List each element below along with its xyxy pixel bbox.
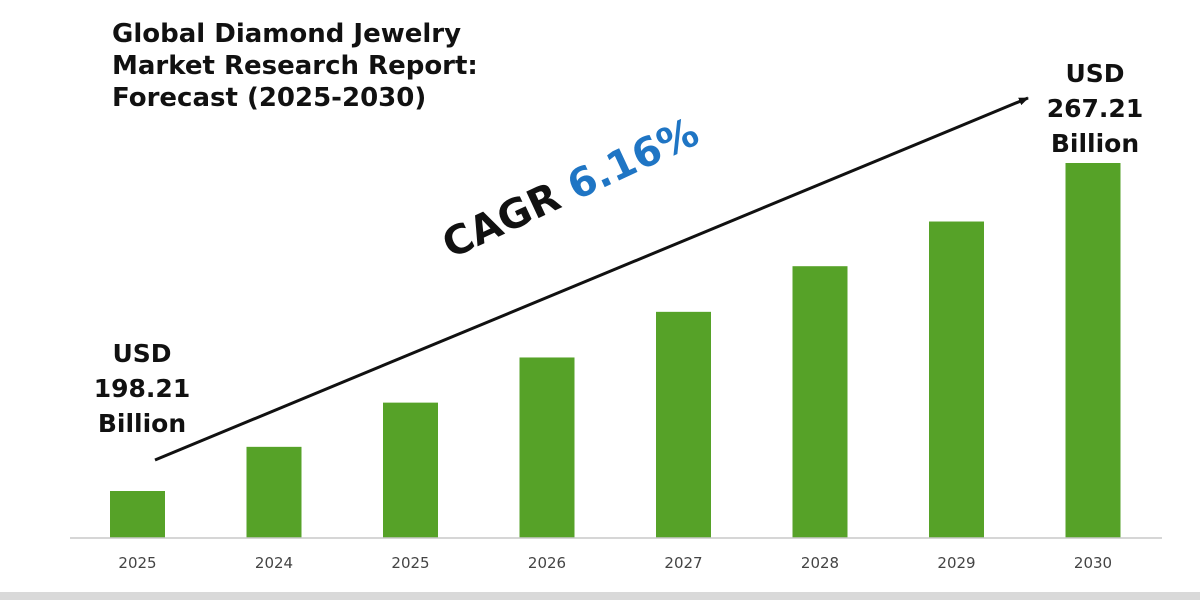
bar-7 — [1065, 163, 1121, 538]
end-callout-currency: USD — [1065, 59, 1125, 88]
bar-3 — [519, 357, 575, 538]
x-tick-label-4: 2027 — [664, 554, 702, 572]
end-callout-value: 267.21 — [1046, 94, 1144, 123]
end-value-callout: USD 267.21 Billion — [1015, 56, 1175, 161]
x-tick-label-2: 2025 — [391, 554, 429, 572]
bar-4 — [656, 311, 711, 538]
title-line-3: Forecast (2025-2030) — [112, 83, 427, 113]
start-callout-value: 198.21 — [93, 374, 191, 403]
bar-0 — [110, 491, 165, 538]
bar-6 — [929, 221, 984, 539]
start-callout-currency: USD — [112, 339, 172, 368]
title-line-1: Global Diamond Jewelry — [112, 19, 462, 49]
bottom-rule — [0, 592, 1200, 600]
x-tick-label-3: 2026 — [528, 554, 566, 572]
bars-group — [110, 163, 1121, 539]
title-line-2: Market Research Report: — [112, 51, 478, 81]
bar-2 — [383, 402, 438, 538]
bar-1 — [246, 446, 302, 538]
growth-arrow — [154, 96, 1029, 462]
start-callout-unit: Billion — [97, 409, 187, 438]
chart-title: Global Diamond Jewelry Market Research R… — [112, 18, 478, 114]
x-axis-ticks: 2025 2024 2025 2026 2027 2028 2029 2030 — [118, 554, 1112, 572]
bar-5 — [792, 266, 848, 538]
x-tick-label-0: 2025 — [118, 554, 156, 572]
x-tick-label-5: 2028 — [801, 554, 839, 572]
x-tick-label-1: 2024 — [255, 554, 293, 572]
x-tick-label-6: 2029 — [937, 554, 975, 572]
x-tick-label-7: 2030 — [1074, 554, 1112, 572]
start-value-callout: USD 198.21 Billion — [62, 336, 222, 441]
end-callout-unit: Billion — [1050, 129, 1140, 158]
